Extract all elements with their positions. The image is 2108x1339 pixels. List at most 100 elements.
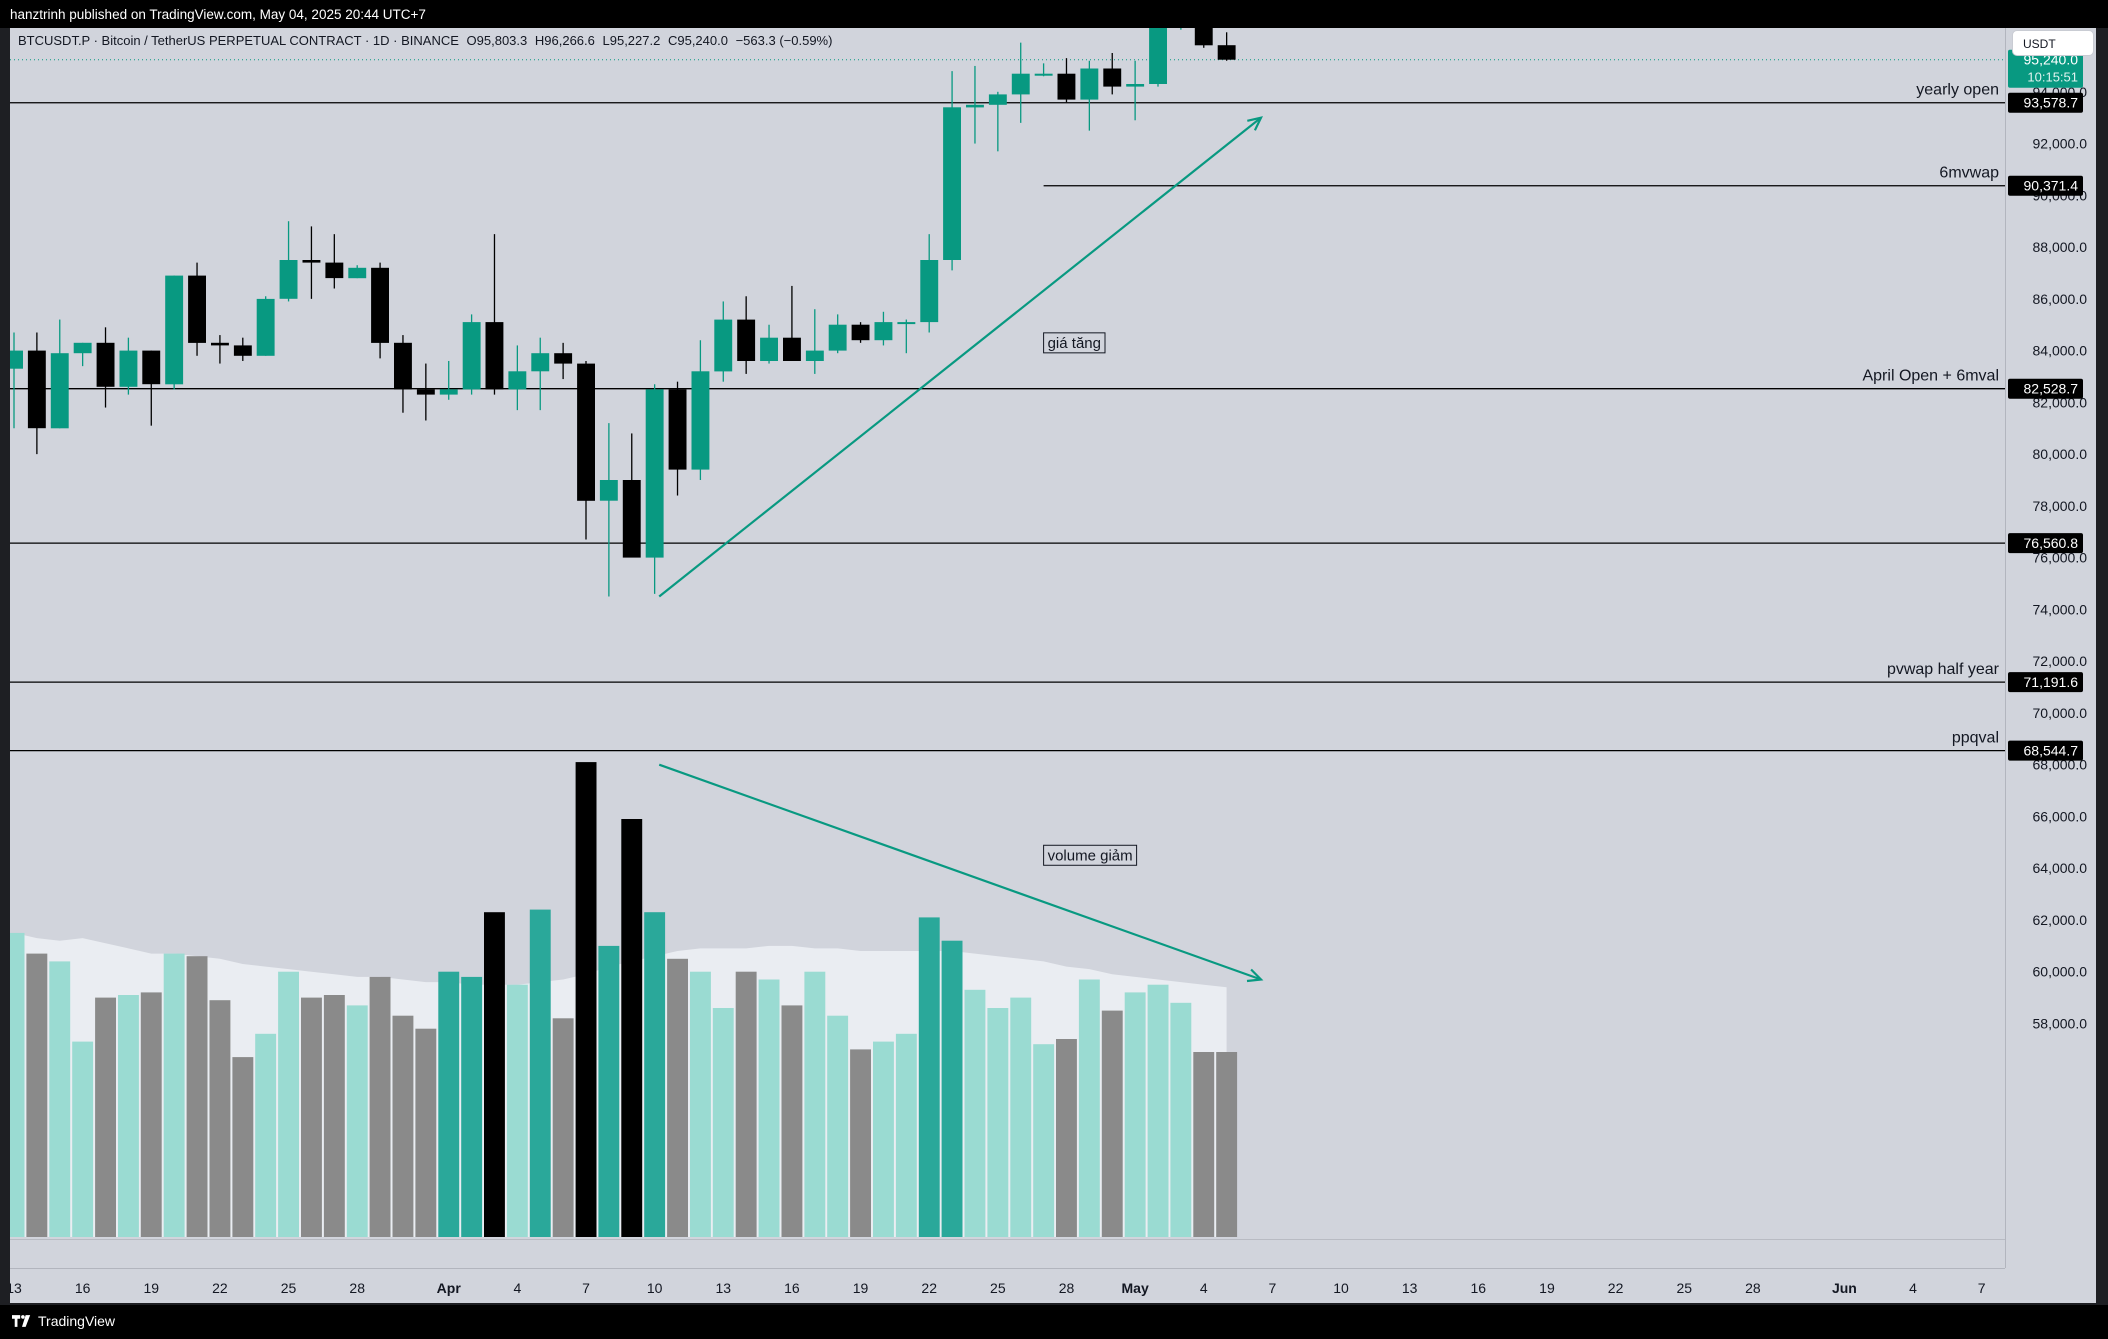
- volume-bar: [10, 932, 25, 1237]
- currency-button[interactable]: USDT: [2012, 30, 2094, 56]
- candle-body: [920, 260, 939, 323]
- symbol-info: BTCUSDT.P · Bitcoin / TetherUS PERPETUAL…: [18, 33, 836, 48]
- volume-bar: [186, 956, 208, 1237]
- time-tick-label: Apr: [437, 1280, 462, 1296]
- volume-bar: [163, 953, 185, 1237]
- level-price-badge: [2008, 175, 2083, 196]
- volume-bar: [1216, 1052, 1238, 1237]
- candle-body: [577, 363, 595, 501]
- level-price-label: 90,371.4: [2024, 178, 2079, 194]
- volume-bar: [392, 1015, 414, 1237]
- volume-bar: [232, 1057, 254, 1237]
- chart-panel[interactable]: giá tăng volume giảm 58,000.0 60,000.0 62,00…: [10, 28, 2096, 1303]
- candle-body: [714, 319, 733, 372]
- level-price-badge: [2008, 533, 2083, 554]
- footer-bar: TradingView: [0, 1305, 2108, 1339]
- candle-body: [943, 107, 961, 260]
- level-text: ppqval: [1952, 730, 1999, 747]
- price-tick-label: 86,000.0: [2033, 291, 2088, 307]
- trend-arrow-line: [658, 763, 1262, 981]
- candle-body: [897, 322, 916, 325]
- annotation-box: [1043, 844, 1138, 866]
- countdown-label: 10:15:51: [2027, 70, 2078, 85]
- published-header: hanztrinh published on TradingView.com, …: [0, 0, 2108, 28]
- level-price-label: 68,544.7: [2024, 743, 2079, 759]
- candle-body: [874, 322, 893, 341]
- time-tick-label: 22: [212, 1280, 228, 1296]
- candle-body: [1080, 68, 1099, 100]
- price-tick-label: 68,000.0: [2033, 757, 2088, 773]
- price-chart[interactable]: giá tăng volume giảm 58,000.0 60,000.0 62,00…: [10, 28, 2096, 1303]
- candle-body: [394, 342, 412, 390]
- price-tick-label: 64,000.0: [2033, 860, 2088, 876]
- time-tick-label: 28: [1059, 1280, 1075, 1296]
- level-price-label: 71,191.6: [2024, 674, 2079, 690]
- price-tick-label: 88,000.0: [2033, 239, 2088, 255]
- candle-body: [462, 322, 481, 390]
- ohlc-close: C95,240.0: [667, 33, 728, 48]
- volume-bar: [1101, 1010, 1123, 1237]
- volume-bar: [95, 997, 116, 1237]
- time-tick-label: 19: [853, 1280, 869, 1296]
- annotation-text: volume giảm: [1048, 847, 1133, 864]
- volume-bar: [118, 995, 139, 1237]
- candle-body: [73, 342, 92, 354]
- price-tick-label: 72,000.0: [2033, 653, 2088, 669]
- candle-body: [119, 350, 138, 387]
- time-tick-label: Jun: [1832, 1280, 1857, 1296]
- price-axis-border: [2005, 28, 2006, 1268]
- candle-body: [1149, 28, 1167, 85]
- volume-bar: [140, 992, 162, 1237]
- time-tick-label: 7: [1978, 1280, 1986, 1296]
- candle-body: [828, 324, 847, 351]
- level-text: yearly open: [1916, 82, 1999, 99]
- time-tick-label: 7: [1269, 1280, 1277, 1296]
- price-tick-label: 58,000.0: [2033, 1015, 2088, 1031]
- time-tick-label: 22: [921, 1280, 937, 1296]
- candle-body: [279, 260, 298, 299]
- trend-arrow-head: [1247, 116, 1263, 131]
- candle-body: [1103, 68, 1122, 87]
- volume-bar: [804, 971, 826, 1237]
- ohlc-low: L95,227.2: [602, 33, 661, 48]
- candle-body: [988, 94, 1007, 105]
- candle-body: [966, 104, 984, 108]
- volume-bar: [255, 1033, 277, 1237]
- candle-body: [348, 267, 367, 279]
- candle-body: [691, 371, 710, 470]
- volume-bar: [301, 997, 322, 1237]
- level-text: pvwap half year: [1887, 661, 2000, 678]
- time-tick-label: 22: [1608, 1280, 1624, 1296]
- tradingview-logo-icon: [12, 1315, 31, 1327]
- symbol-name[interactable]: BTCUSDT.P · Bitcoin / TetherUS PERPETUAL…: [18, 33, 459, 48]
- level-price-badge: [2008, 378, 2083, 399]
- time-tick-label: 28: [349, 1280, 365, 1296]
- candle-body: [142, 350, 161, 385]
- volume-bar: [667, 958, 688, 1237]
- candle-body: [805, 350, 824, 361]
- volume-bar: [827, 1015, 849, 1237]
- time-tick-label: 16: [75, 1280, 91, 1296]
- time-tick-label: 28: [1745, 1280, 1761, 1296]
- level-price-badge: [2008, 92, 2083, 113]
- volume-bar: [964, 989, 986, 1237]
- volume-bar: [278, 971, 299, 1237]
- candle-body: [1194, 28, 1213, 46]
- volume-bar: [484, 912, 505, 1237]
- published-text: hanztrinh published on TradingView.com, …: [10, 7, 426, 22]
- trend-arrow-line: [658, 116, 1262, 598]
- level-text: 6mvwap: [1939, 165, 1999, 182]
- candle-body: [10, 350, 23, 369]
- candle-body: [188, 275, 206, 343]
- volume-bar: [1170, 1002, 1192, 1237]
- time-tick-label: 13: [1402, 1280, 1418, 1296]
- level-price-label: 82,528.7: [2024, 381, 2079, 397]
- time-tick-label: 13: [10, 1280, 22, 1296]
- candle-body: [27, 350, 46, 429]
- candle-body: [96, 342, 115, 387]
- candle-body: [485, 322, 504, 390]
- candle-body: [737, 319, 756, 361]
- footer-brand[interactable]: TradingView: [12, 1313, 115, 1329]
- volume-bar: [552, 1018, 574, 1237]
- volume-bar: [1124, 992, 1146, 1237]
